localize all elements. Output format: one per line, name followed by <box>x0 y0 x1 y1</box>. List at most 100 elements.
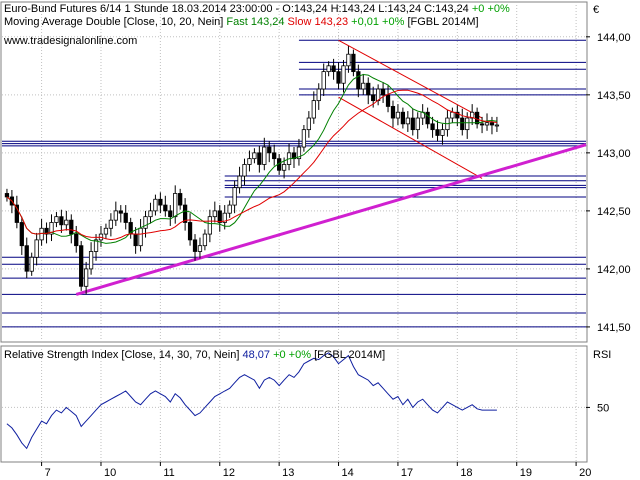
candle <box>410 117 415 131</box>
candle <box>178 193 183 206</box>
x-tick-label: 19 <box>520 467 532 479</box>
candle <box>74 233 79 247</box>
channel-upper <box>338 39 483 119</box>
ma-legend: Moving Average Double [Close, 10, 20, Ne… <box>4 16 479 28</box>
candle <box>380 88 386 96</box>
candle <box>222 212 227 223</box>
candle <box>24 245 29 272</box>
candle <box>316 88 321 102</box>
x-tick-label: 14 <box>342 467 354 479</box>
candle <box>108 219 114 229</box>
y-axis: 144,00 143,50 143,00 142,50 142,00 141,50 50 <box>586 32 631 414</box>
candle <box>346 53 351 67</box>
candle <box>197 245 203 252</box>
candle <box>450 111 455 119</box>
candle <box>405 117 410 125</box>
candle <box>390 106 396 119</box>
candle <box>138 227 143 247</box>
candle <box>158 198 163 206</box>
fast-ma-line <box>6 73 497 244</box>
rsi-panel-label: RSI <box>593 349 611 361</box>
candle <box>494 124 500 127</box>
ohlc-readout: 18.03.2014 23:00:00 - O:143,24 H:143,24 … <box>172 3 469 15</box>
chart-title: Euro-Bund Futures 6/14 1 Stunde <box>4 3 169 15</box>
y-tick-label: 144,00 <box>597 32 631 44</box>
rsi-line <box>6 352 497 450</box>
rsi-header: Relative Strength Index [Close, 14, 30, … <box>4 349 611 361</box>
candle <box>430 123 435 131</box>
candle <box>296 146 302 160</box>
candle <box>281 164 287 171</box>
candle <box>474 111 480 125</box>
ma-change: +0,01 +0% <box>351 16 404 28</box>
horizontal-levels <box>2 39 586 328</box>
candle <box>267 146 272 154</box>
x-tick-label: 17 <box>401 467 413 479</box>
x-tick-label: 13 <box>282 467 294 479</box>
moving-averages <box>6 73 497 244</box>
candle <box>465 117 470 131</box>
candle <box>301 129 307 148</box>
x-tick-label: 10 <box>104 467 116 479</box>
x-tick-label: 12 <box>223 467 235 479</box>
candle <box>143 216 148 229</box>
rsi-y-tick-label: 50 <box>597 402 609 414</box>
candle <box>113 210 118 221</box>
candle <box>425 111 430 125</box>
candle <box>187 222 193 241</box>
support-trendline <box>75 143 587 296</box>
candle <box>182 204 188 223</box>
candle <box>88 251 94 270</box>
slow-ma-label: Slow 143,23 <box>288 16 349 28</box>
candle <box>217 210 222 223</box>
candle <box>306 117 311 131</box>
y-tick-label: 142,50 <box>597 206 631 218</box>
candle <box>49 222 54 235</box>
price-change: +0 +0% <box>472 3 510 15</box>
x-tick-label: 7 <box>45 467 51 479</box>
candle <box>202 233 208 247</box>
candle <box>371 94 376 102</box>
candle <box>93 239 99 252</box>
candle <box>470 111 475 119</box>
rsi-label: Relative Strength Index [Close, 14, 30, … <box>4 349 239 361</box>
candle <box>247 158 252 165</box>
candle <box>44 227 49 235</box>
y-tick-label: 143,50 <box>597 90 631 102</box>
candle <box>489 122 495 126</box>
candle <box>385 94 391 107</box>
x-tick-label: 20 <box>579 467 591 479</box>
candle <box>331 65 336 73</box>
candle <box>400 111 406 125</box>
candle <box>69 219 74 235</box>
slow-ma-line <box>6 89 497 241</box>
candle <box>29 256 34 272</box>
candle <box>311 100 316 119</box>
ma-label: Moving Average Double [Close, 10, 20, Ne… <box>4 16 223 28</box>
candle <box>291 152 297 160</box>
candle <box>14 204 19 223</box>
candle <box>207 216 212 235</box>
candle <box>64 219 69 226</box>
candle <box>262 146 267 165</box>
candle <box>341 65 346 84</box>
candle <box>173 193 178 218</box>
candle <box>366 82 371 96</box>
candle <box>39 227 44 241</box>
rsi-legend: Relative Strength Index [Close, 14, 30, … <box>4 349 385 361</box>
rsi-value: 48,07 <box>242 349 270 361</box>
trendline <box>75 143 587 296</box>
candle <box>326 65 331 73</box>
x-tick-label: 18 <box>460 467 472 479</box>
currency-label: € <box>593 4 599 16</box>
rsi-series-line <box>6 352 497 450</box>
candle <box>321 71 326 90</box>
candle <box>460 117 465 131</box>
candle <box>34 239 39 258</box>
rsi-symbol: [FGBL 2014M] <box>314 349 385 361</box>
candle <box>168 210 173 218</box>
website-label: www.tradesignalonline.com <box>3 35 137 47</box>
candle <box>237 175 242 189</box>
candle <box>4 193 10 198</box>
